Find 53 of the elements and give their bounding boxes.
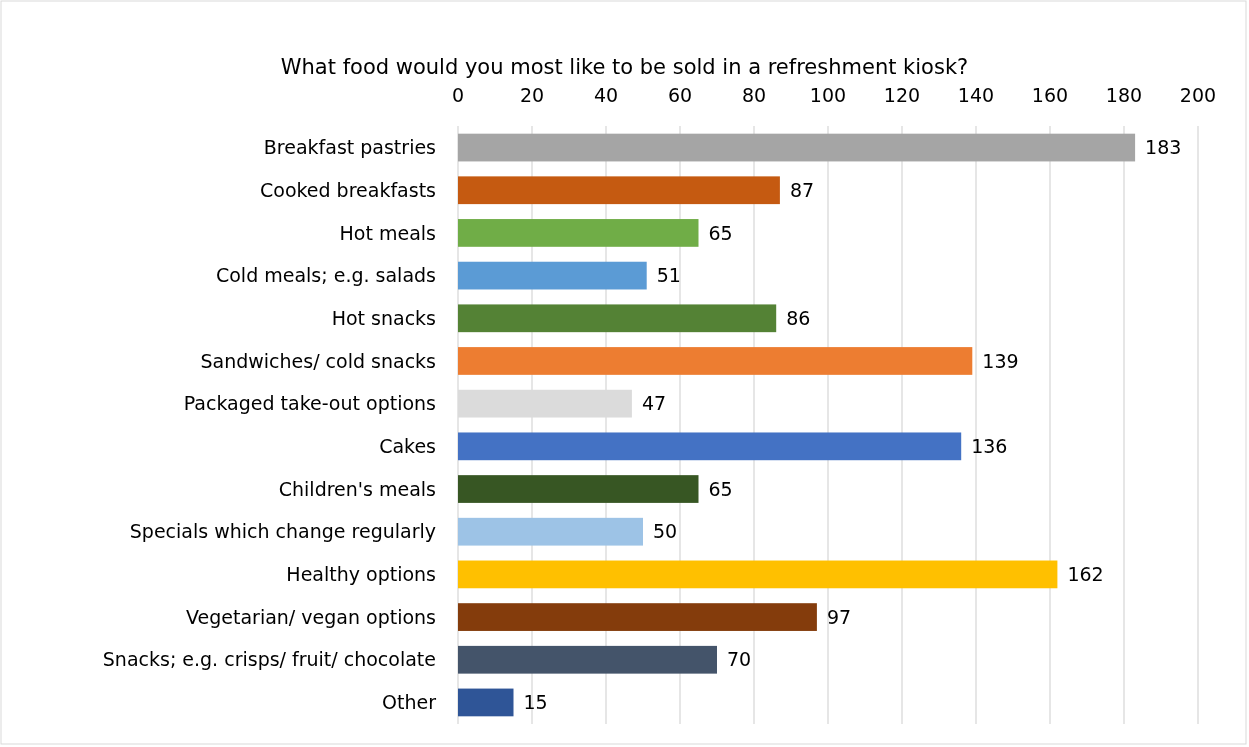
x-tick-label: 180: [1105, 84, 1143, 106]
x-tick-label: 0: [451, 84, 465, 106]
bar: [458, 133, 1136, 162]
bar: [458, 261, 647, 290]
data-label: 87: [789, 178, 815, 201]
bar: [458, 347, 973, 375]
bar: [458, 645, 717, 674]
y-tick-label: Packaged take-out options: [183, 392, 436, 415]
data-label: 47: [641, 392, 667, 415]
y-tick-label: Children's meals: [278, 477, 436, 500]
x-tick-label: 120: [883, 84, 921, 106]
x-tick-label: 200: [1179, 84, 1217, 106]
x-tick-label: 20: [519, 84, 545, 106]
bar: [458, 219, 699, 247]
data-label: 97: [826, 605, 852, 628]
y-tick-label: Healthy options: [286, 563, 436, 586]
y-tick-label: Cooked breakfasts: [259, 178, 436, 201]
y-tick-label: Vegetarian/ vegan options: [186, 605, 436, 628]
x-tick-label: 80: [741, 84, 767, 106]
y-tick-label: Breakfast pastries: [263, 136, 436, 159]
bar: [458, 176, 780, 205]
y-tick-label: Cold meals; e.g. salads: [215, 264, 436, 287]
x-tick-label: 140: [957, 84, 995, 106]
y-tick-label: Sandwiches/ cold snacks: [200, 349, 436, 372]
data-label: 139: [982, 349, 1019, 372]
x-tick-label: 60: [667, 84, 693, 106]
bar: [458, 517, 643, 546]
chart-title: What food would you most like to be sold in a refreshment kiosk?: [280, 55, 969, 79]
bar: [458, 688, 514, 717]
x-tick-label: 160: [1031, 84, 1069, 106]
bar: [458, 560, 1058, 589]
data-label: 65: [708, 477, 733, 500]
data-label: 86: [786, 306, 811, 329]
y-tick-label: Cakes: [379, 434, 436, 457]
y-tick-label: Snacks; e.g. crisps/ fruit/ chocolate: [102, 648, 436, 671]
bar: [458, 603, 817, 631]
data-label: 70: [727, 648, 752, 671]
data-label: 183: [1145, 136, 1182, 159]
bar: [458, 475, 699, 503]
y-tick-label: Specials which change regularly: [129, 520, 436, 543]
y-tick-label: Hot snacks: [331, 306, 436, 329]
data-label: 136: [971, 434, 1008, 457]
x-tick-label: 40: [593, 84, 619, 106]
data-label: 50: [653, 520, 678, 543]
y-tick-label: Other: [382, 691, 437, 714]
data-label: 15: [523, 691, 548, 714]
x-tick-label: 100: [809, 84, 847, 106]
y-tick-label: Hot meals: [339, 221, 436, 244]
bar: [458, 304, 777, 333]
data-label: 51: [656, 264, 681, 287]
bar: [458, 432, 962, 461]
data-label: 65: [708, 221, 733, 244]
data-label: 162: [1067, 563, 1104, 586]
